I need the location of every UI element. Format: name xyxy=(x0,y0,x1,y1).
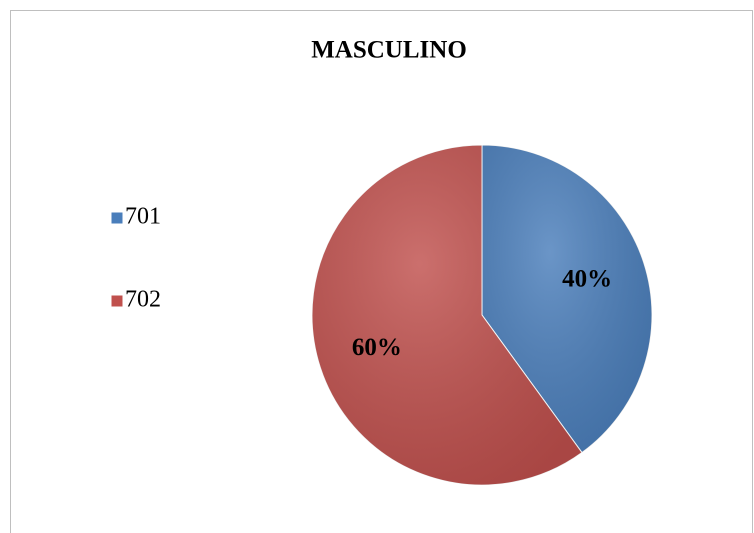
chart-title: MASCULINO xyxy=(311,37,467,64)
legend-label: 702 xyxy=(125,287,161,313)
legend-label: 701 xyxy=(125,204,161,230)
legend-swatch xyxy=(110,294,124,308)
slice-shade xyxy=(482,145,653,453)
legend-swatch xyxy=(110,211,124,225)
data-label: 40% xyxy=(562,266,612,293)
slice-shade xyxy=(312,145,582,485)
data-label: 60% xyxy=(352,334,402,361)
